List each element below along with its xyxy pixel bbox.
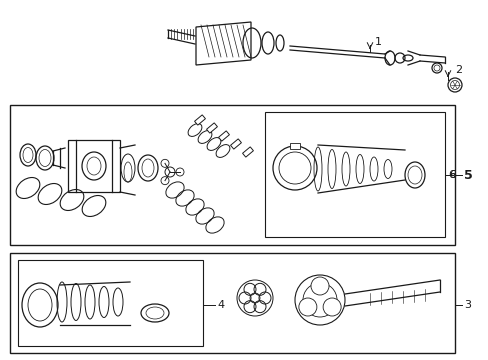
Bar	[68, 140, 120, 192]
Text: 4: 4	[217, 300, 224, 310]
Text: 1: 1	[374, 37, 381, 47]
Ellipse shape	[298, 298, 316, 316]
Polygon shape	[196, 22, 250, 65]
Bar	[289, 143, 299, 149]
Bar	[10, 105, 454, 245]
Bar	[18, 260, 203, 346]
Polygon shape	[194, 115, 205, 125]
Ellipse shape	[310, 277, 328, 295]
Text: 3: 3	[463, 300, 470, 310]
Bar	[10, 253, 454, 353]
Text: 5: 5	[463, 168, 472, 181]
Text: 2: 2	[454, 65, 461, 75]
Text: 6: 6	[448, 170, 455, 180]
Ellipse shape	[323, 298, 341, 316]
Polygon shape	[206, 123, 217, 133]
Text: 6: 6	[447, 170, 454, 180]
Polygon shape	[230, 139, 241, 149]
Polygon shape	[218, 131, 229, 141]
Polygon shape	[242, 147, 253, 157]
Bar	[264, 112, 444, 237]
